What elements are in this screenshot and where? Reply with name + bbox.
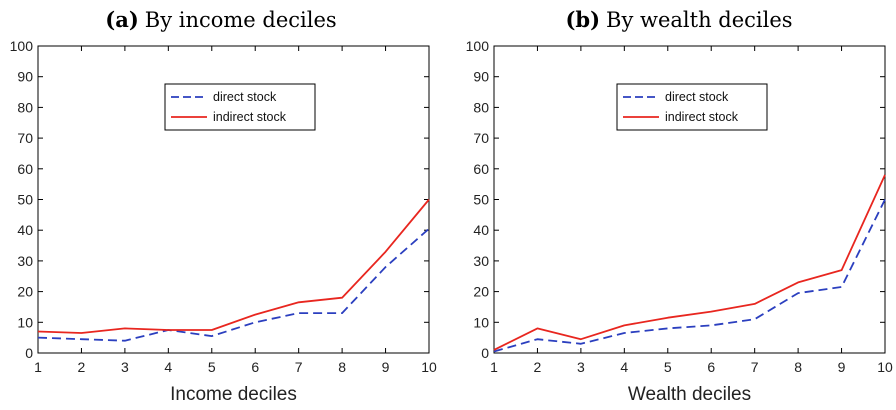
legend-box	[164, 83, 316, 131]
x-tick-label: 2	[534, 359, 542, 375]
y-tick-label: 10	[473, 314, 489, 330]
series-lines	[37, 198, 430, 342]
x-tick-label: 8	[338, 359, 346, 375]
y-tick-label: 80	[473, 99, 489, 115]
panel-title-text: By wealth deciles	[606, 8, 793, 32]
x-tick-label: 3	[577, 359, 585, 375]
x-tick-label: 9	[382, 359, 390, 375]
x-axis-label: Income deciles	[170, 384, 297, 405]
x-tick-label: 4	[620, 359, 628, 375]
x-tick-label: 10	[421, 359, 437, 375]
y-tick-label: 70	[473, 130, 489, 146]
y-tick-label: 40	[473, 222, 489, 238]
x-tick-label: 9	[838, 359, 846, 375]
y-tick-label: 20	[473, 284, 489, 300]
x-tick-label: 5	[208, 359, 216, 375]
y-tick-label: 70	[17, 130, 33, 146]
x-tick-label: 3	[121, 359, 129, 375]
y-tick-label: 20	[17, 284, 33, 300]
y-tick-label: 30	[473, 253, 489, 269]
y-tick-label: 10	[17, 314, 33, 330]
y-tick-label: 90	[473, 69, 489, 85]
panel-title-letter: (b)	[565, 7, 600, 32]
x-tick-label: 6	[251, 359, 259, 375]
x-tick-label: 1	[490, 359, 498, 375]
series-line-indirect-stock	[493, 174, 886, 351]
x-tick-label: 6	[707, 359, 715, 375]
panel-wealth-deciles: (b) By wealth deciles 0 10 20 30 40 50 60 70 80 90…	[466, 7, 893, 405]
legend-box	[616, 83, 768, 131]
panel-title: (a) By income deciles	[105, 7, 336, 32]
x-tick-label: 4	[164, 359, 172, 375]
y-tick-label: 30	[17, 253, 33, 269]
y-tick-label: 100	[10, 38, 34, 54]
x-tick-label: 10	[877, 359, 893, 375]
legend-label: direct stock	[213, 90, 277, 104]
y-tick-label: 90	[17, 69, 33, 85]
x-tick-label: 7	[295, 359, 303, 375]
panel-income-deciles: (a) By income deciles 0 10 20 30 40 50 60 70 80 90…	[10, 7, 437, 405]
x-tick-label: 5	[664, 359, 672, 375]
legend-label: indirect stock	[665, 110, 739, 124]
x-tick-label: 7	[751, 359, 759, 375]
panel-title: (b) By wealth deciles	[565, 7, 792, 32]
series-line-direct-stock	[493, 199, 886, 353]
series-lines	[493, 174, 886, 353]
legend-label: direct stock	[665, 90, 729, 104]
panel-title-text: By income deciles	[145, 8, 337, 32]
legend: direct stock indirect stock	[164, 83, 316, 131]
y-tick-label: 50	[17, 192, 33, 208]
y-tick-label: 0	[25, 345, 33, 361]
panel-title-letter: (a)	[105, 7, 138, 32]
series-line-indirect-stock	[37, 198, 430, 334]
y-tick-label: 80	[17, 99, 33, 115]
y-tick-label: 40	[17, 222, 33, 238]
y-tick-label: 60	[473, 161, 489, 177]
x-axis-label: Wealth deciles	[628, 384, 751, 405]
x-tick-label: 1	[34, 359, 42, 375]
y-tick-label: 0	[481, 345, 489, 361]
y-tick-label: 100	[466, 38, 490, 54]
x-tick-label: 8	[794, 359, 802, 375]
x-tick-label: 2	[78, 359, 86, 375]
y-tick-label: 50	[473, 192, 489, 208]
legend-label: indirect stock	[213, 110, 287, 124]
series-line-direct-stock	[37, 228, 430, 342]
legend: direct stock indirect stock	[616, 83, 768, 131]
y-tick-label: 60	[17, 161, 33, 177]
axis-ticks: 0 10 20 30 40 50 60 70 80 90 100 1 2 3 4 5 6 7 8 9 10	[10, 38, 437, 375]
axis-ticks: 0 10 20 30 40 50 60 70 80 90 100 1 2 3 4 5 6 7 8 9 10	[466, 38, 893, 375]
